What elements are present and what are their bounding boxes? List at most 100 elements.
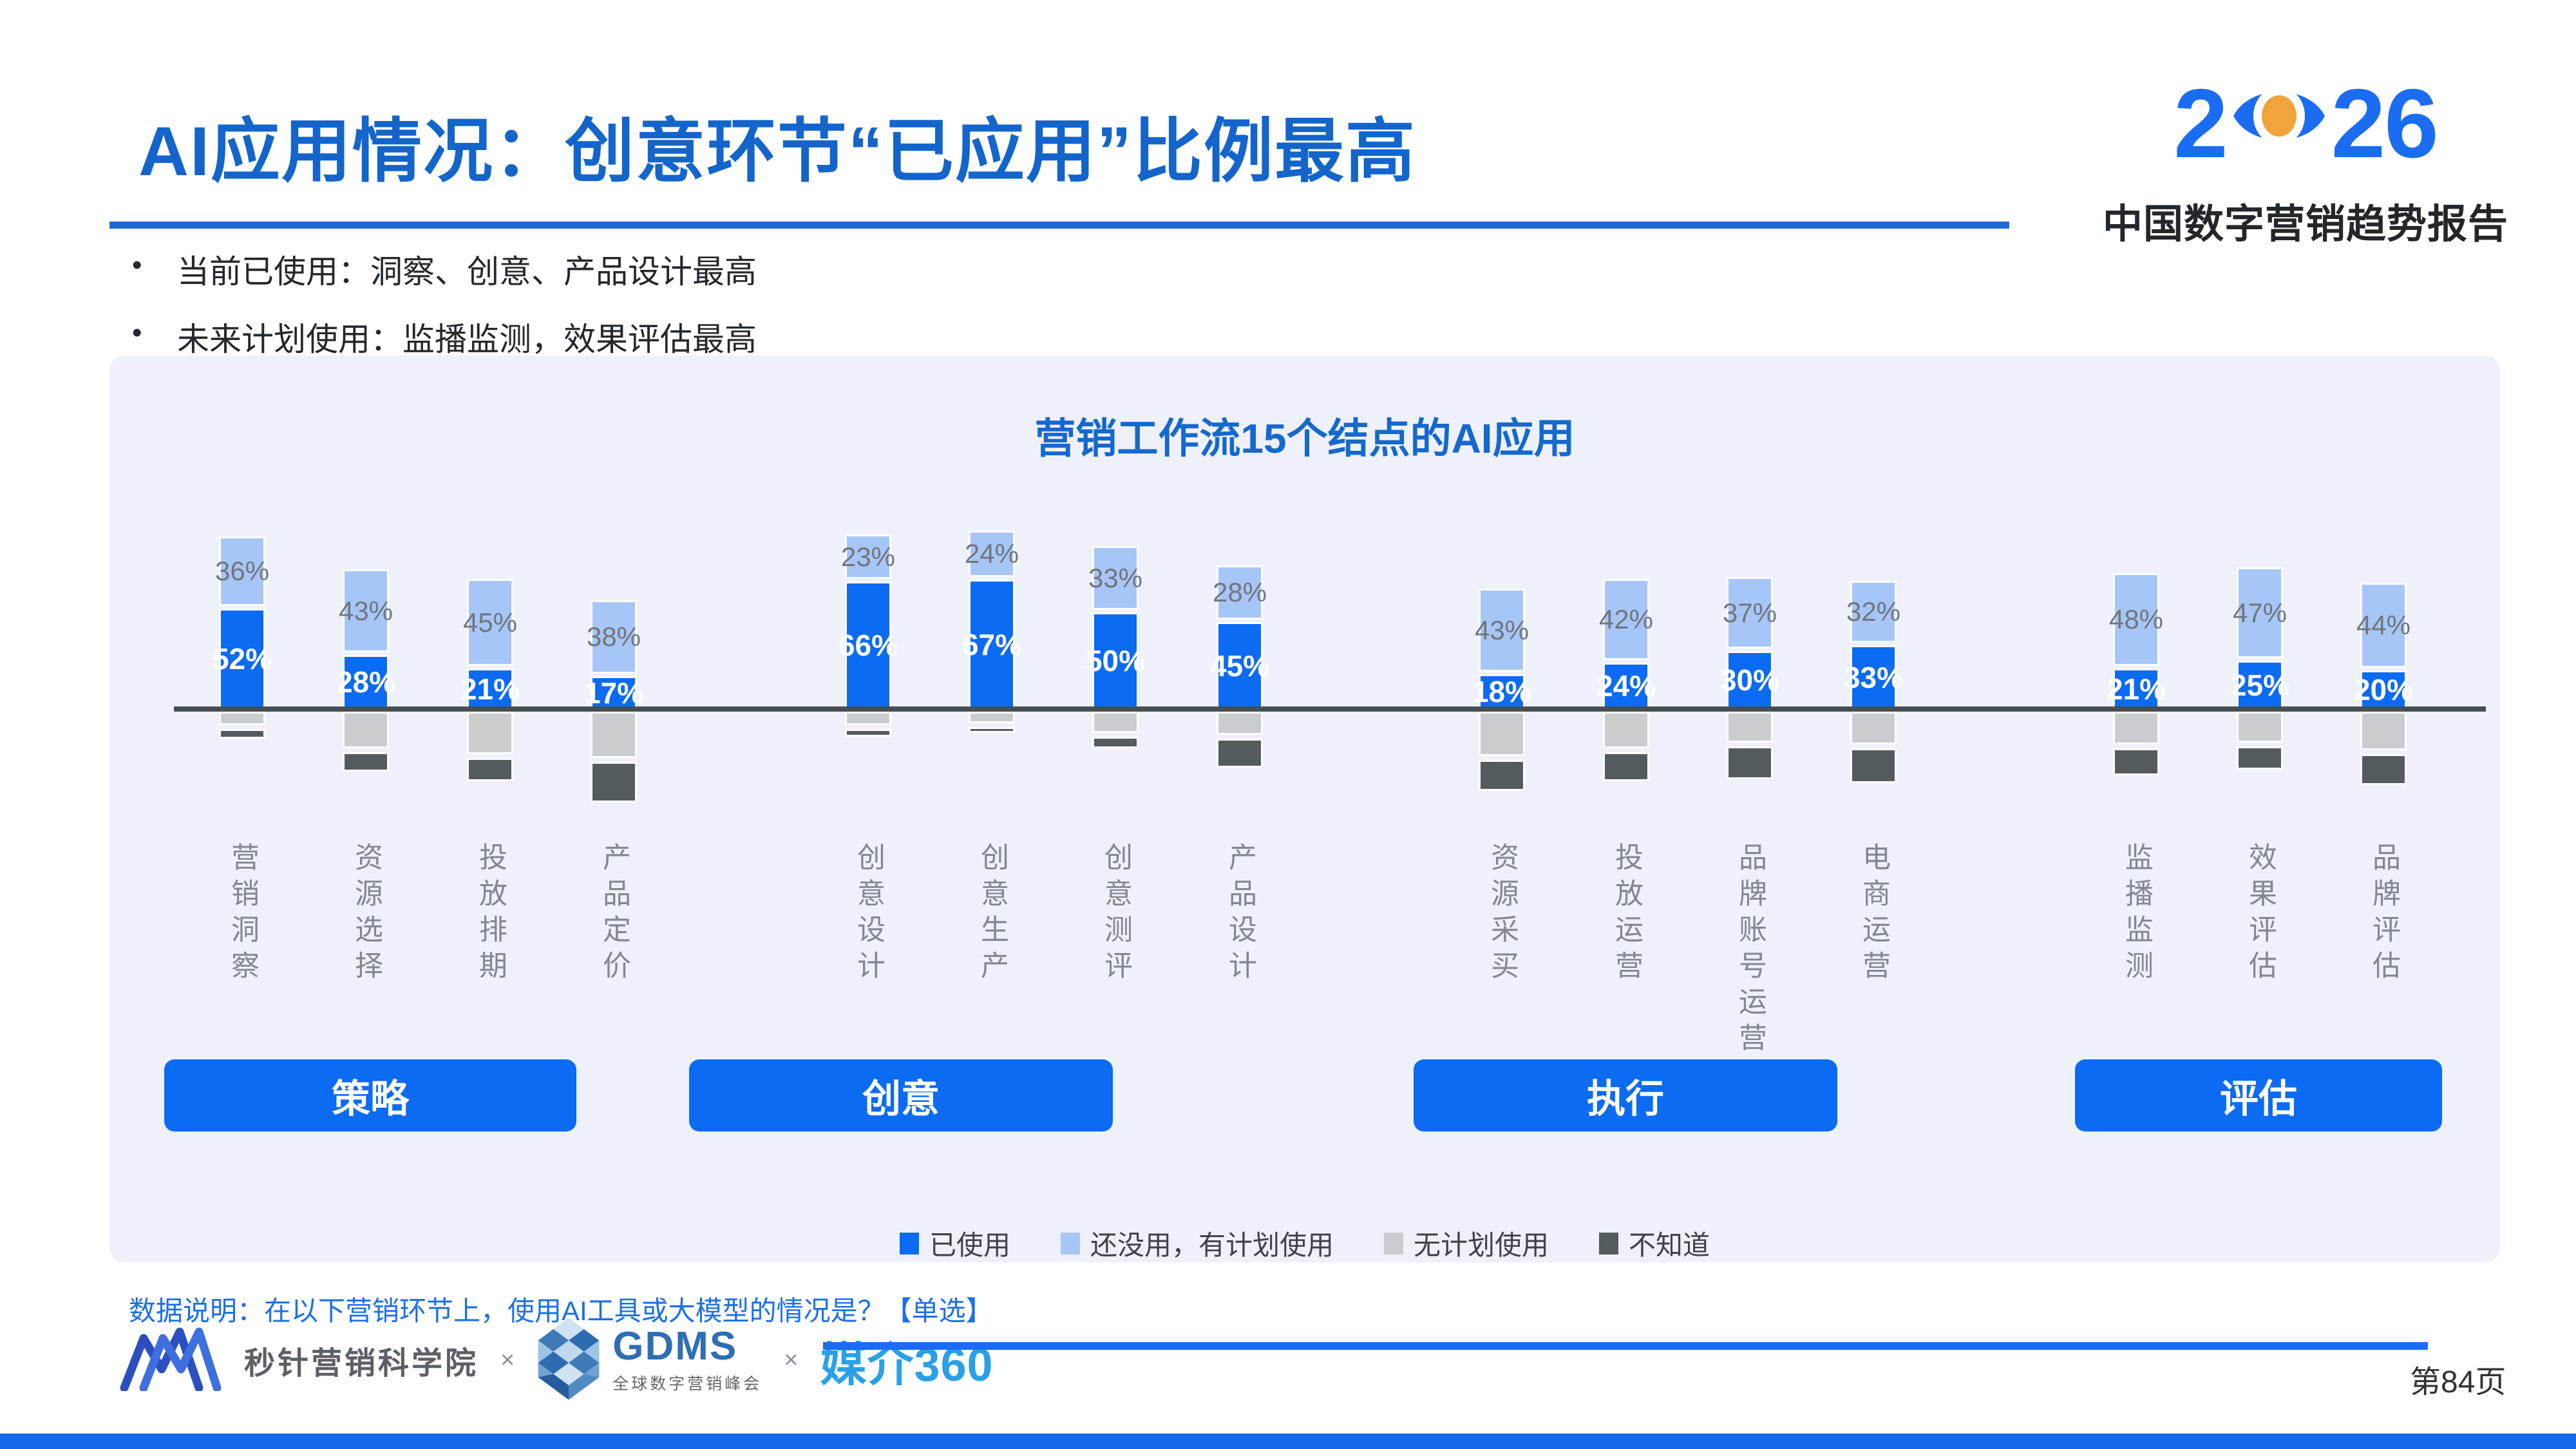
segment-plan — [1727, 577, 1773, 649]
chart-plot: 52% 36% 营销洞察 28% 43% 资源选择 21% 45% 投放排期 17% 38% 产品定价… — [109, 355, 2500, 1262]
chart-axis-line — [174, 706, 2486, 712]
segment-used — [591, 676, 637, 709]
used-value-label: 50% — [1085, 644, 1146, 677]
segment-plan — [219, 536, 265, 606]
bullet-dot: • — [132, 317, 142, 348]
segment-used — [1092, 612, 1139, 709]
chart-legend: 已使用 还没用，有计划使用 无计划使用 不知道 — [109, 1224, 2500, 1263]
segment-noplan — [969, 712, 1015, 723]
segment-unknown — [845, 729, 891, 737]
used-value-label: 24% — [1596, 669, 1656, 703]
plan-value-label: 38% — [586, 621, 641, 652]
used-value-label: 17% — [583, 676, 644, 710]
plan-value-label: 44% — [2356, 610, 2411, 640]
group-button-创意: 创意 — [689, 1059, 1113, 1132]
plan-value-label: 32% — [1846, 596, 1901, 627]
used-value-label: 18% — [1472, 675, 1532, 708]
plan-value-label: 45% — [462, 607, 518, 638]
segment-plan — [591, 600, 637, 674]
page-number: 第84页 — [2410, 1365, 2506, 1399]
legend-label: 已使用 — [929, 1230, 1010, 1260]
category-label: 营销洞察 — [227, 842, 258, 987]
used-value-label: 33% — [1843, 660, 1904, 694]
chart-panel: 营销工作流15个结点的AI应用 52% 36% 营销洞察 28% 43% 资源选择 21% 4… — [109, 355, 2500, 1262]
legend-item: 不知道 — [1599, 1224, 1710, 1263]
times-separator: × — [500, 1346, 515, 1374]
gdms-logo-text: GDMS — [612, 1324, 738, 1368]
segment-noplan — [2360, 712, 2407, 750]
segment-noplan — [2237, 712, 2283, 743]
legend-swatch-icon — [1384, 1232, 1403, 1255]
segment-unknown — [1850, 748, 1897, 783]
segment-unknown — [1479, 760, 1525, 791]
group-button-策略: 策略 — [164, 1059, 576, 1132]
category-label: 品牌账号运营 — [1734, 842, 1766, 1059]
segment-noplan — [1217, 712, 1263, 735]
gdms-logo-subtitle: 全球数字营销峰会 — [612, 1375, 762, 1393]
segment-noplan — [1479, 712, 1525, 756]
segment-plan — [467, 579, 513, 666]
gdms-logo: GDMS 全球数字营销峰会 — [536, 1316, 762, 1405]
category-label: 品牌评估 — [2368, 842, 2400, 987]
segment-plan — [845, 535, 891, 579]
legend-label: 还没用，有计划使用 — [1090, 1230, 1334, 1260]
segment-plan — [2237, 567, 2283, 658]
segment-plan — [1850, 581, 1897, 643]
segment-used — [845, 582, 891, 709]
segment-unknown — [1217, 739, 1263, 768]
footer-logos: 秒针营销科学院 × GDMS 全球数字营销峰会 — [119, 1317, 994, 1400]
segment-unknown — [969, 727, 1015, 733]
segment-plan — [1217, 565, 1263, 620]
segment-used — [1217, 622, 1263, 709]
used-value-label: 21% — [2106, 672, 2166, 706]
category-label: 资源选择 — [350, 842, 382, 987]
plan-value-label: 43% — [338, 595, 393, 626]
media360-logo-text: 媒介360 — [820, 1339, 994, 1391]
segment-noplan — [2113, 712, 2159, 744]
segment-unknown — [2113, 748, 2159, 775]
plan-value-label: 28% — [1212, 577, 1267, 607]
segment-plan — [1479, 589, 1525, 672]
segment-used — [343, 655, 389, 709]
segment-noplan — [845, 712, 891, 725]
segment-noplan — [1850, 712, 1897, 744]
title-underline — [109, 222, 2009, 229]
category-label: 投放运营 — [1611, 842, 1642, 987]
plan-value-label: 37% — [1722, 597, 1777, 628]
plan-value-label: 43% — [1474, 614, 1530, 645]
plan-value-label: 36% — [214, 556, 270, 586]
segment-noplan — [1603, 712, 1649, 748]
report-subtitle: 中国数字营销趋势报告 — [2102, 202, 2508, 247]
plan-value-label: 48% — [2108, 604, 2164, 634]
category-label: 产品定价 — [598, 842, 630, 987]
segment-noplan — [591, 712, 637, 758]
legend-item: 无计划使用 — [1384, 1224, 1549, 1263]
category-label: 创意生产 — [976, 842, 1008, 987]
category-label: 投放排期 — [475, 842, 506, 987]
segment-noplan — [219, 712, 265, 725]
category-label: 电商运营 — [1858, 842, 1889, 987]
legend-item: 还没用，有计划使用 — [1060, 1224, 1334, 1263]
segment-unknown — [343, 752, 389, 772]
eye-icon — [2231, 67, 2327, 180]
logo-year-left: 2 — [2174, 68, 2228, 178]
segment-unknown — [591, 762, 637, 802]
chart-title: 营销工作流15个结点的AI应用 — [1034, 415, 1575, 462]
segment-unknown — [1727, 746, 1773, 779]
segment-unknown — [219, 729, 265, 739]
segment-noplan — [1092, 712, 1139, 733]
miaozhen-logo-text: 秒针营销科学院 — [244, 1347, 479, 1381]
segment-used — [1850, 645, 1897, 709]
segment-used — [969, 580, 1015, 709]
segment-unknown — [467, 758, 513, 781]
used-value-label: 67% — [961, 627, 1022, 661]
plan-value-label: 23% — [840, 541, 896, 572]
bullet-dot: • — [132, 249, 142, 281]
used-value-label: 28% — [336, 665, 396, 699]
bullet-2-text: 未来计划使用：监播监测，效果评估最高 — [177, 321, 757, 357]
footer-rule — [823, 1342, 2428, 1350]
bottom-accent-bar — [0, 1434, 2576, 1449]
data-note: 数据说明：在以下营销环节上，使用AI工具或大模型的情况是？【单选】 — [129, 1296, 993, 1326]
legend-swatch-icon — [899, 1232, 919, 1255]
segment-unknown — [1092, 737, 1139, 748]
